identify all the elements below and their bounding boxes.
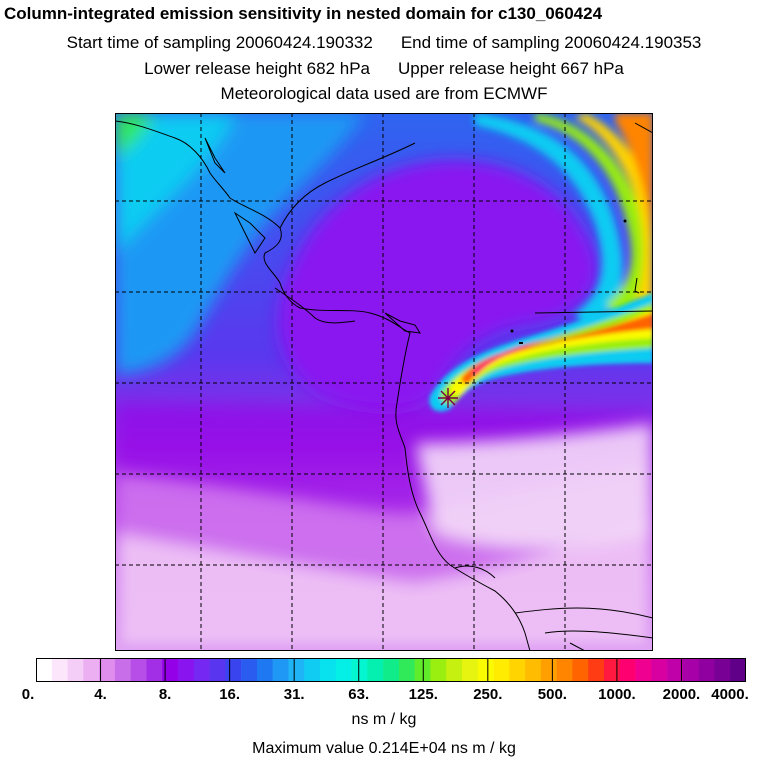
colorbar-tick-label: 2000. — [662, 686, 701, 703]
lat-lon-grid — [115, 113, 653, 651]
maximum-value: Maximum value 0.214E+04 ns m / kg — [252, 740, 516, 757]
colorbar-cell — [509, 658, 526, 682]
colorbar-tick-label: 250. — [473, 686, 503, 703]
asterisk-marker — [438, 388, 458, 408]
colorbar-cell — [351, 658, 368, 682]
colorbar-cell — [335, 658, 352, 682]
colorbar-cell — [556, 658, 573, 682]
colorbar-cell — [619, 658, 636, 682]
plume-tongue — [429, 293, 653, 412]
colorbar-cell — [430, 658, 447, 682]
colorbar-cell — [83, 658, 100, 682]
colorbar-cell — [178, 658, 195, 682]
colorbar-cell — [477, 658, 494, 682]
colorbar-tick-label: 0. — [21, 686, 35, 703]
arc-plume — [475, 113, 653, 328]
upper-release-height: Upper release height 667 hPa — [398, 59, 624, 78]
colorbar-cell — [635, 658, 652, 682]
colorbar-cell — [588, 658, 605, 682]
colorbar-cell — [67, 658, 84, 682]
colorbar-cell — [446, 658, 463, 682]
colorbar-cell — [209, 658, 226, 682]
colorbar-cell — [320, 658, 337, 682]
colorbar-cell — [682, 658, 699, 682]
met-data-source: Meteorological data used are from ECMWF — [220, 84, 548, 103]
end-time: End time of sampling 20060424.190353 — [400, 33, 702, 52]
colorbar-cell — [193, 658, 210, 682]
colorbar-cell — [146, 658, 163, 682]
colorbar-cell — [604, 658, 621, 682]
colorbar-cell — [398, 658, 415, 682]
colorbar-cell — [462, 658, 479, 682]
colorbar-cell — [493, 658, 510, 682]
map-frame — [115, 113, 653, 651]
colorbar-cell — [540, 658, 557, 682]
colorbar-cell — [36, 658, 53, 682]
colorbar-cell — [51, 658, 68, 682]
colorbar-cell — [304, 658, 321, 682]
colorbar-frame — [36, 658, 746, 682]
colorbar-cell — [525, 658, 542, 682]
colorbar-tick-label: 16. — [219, 686, 241, 703]
colorbar-cell — [572, 658, 589, 682]
colorbar-labels: 0. 4. 8. 16. 31. 63. 125. 250. 500. 1000. 2000. 400… — [0, 686, 768, 706]
colorbar — [36, 658, 746, 682]
colorbar-cell — [225, 658, 242, 682]
colorbar-cell — [651, 658, 668, 682]
coastlines — [115, 120, 653, 651]
colorbar-tick-label: 125. — [408, 686, 438, 703]
colorbar-tick-label: 1000. — [598, 686, 636, 703]
colorbar-tick-label: 31. — [283, 686, 305, 703]
colorbar-units: ns m / kg — [351, 711, 417, 728]
colorbar-cell — [730, 658, 746, 682]
colorbar-cell — [272, 658, 289, 682]
release-heights: Lower release height 682 hPa Upper releas… — [0, 59, 768, 79]
colorbar-cell — [667, 658, 684, 682]
colorbar-cell — [383, 658, 400, 682]
colorbar-cell — [241, 658, 258, 682]
colorbar-cell — [714, 658, 731, 682]
sampling-times: Start time of sampling 20060424.190332 En… — [0, 33, 768, 53]
colorbar-tick-label: 500. — [537, 686, 567, 703]
colorbar-cell — [414, 658, 431, 682]
colorbar-tick-label: 8. — [158, 686, 172, 703]
colorbar-cell — [99, 658, 116, 682]
start-time: Start time of sampling 20060424.190332 — [66, 33, 373, 52]
sensitivity-map — [115, 113, 653, 651]
colorbar-tick-label: 63. — [348, 686, 370, 703]
upper-left-high-region — [115, 113, 365, 375]
colorbar-cell — [130, 658, 147, 682]
colorbar-cells — [36, 658, 746, 682]
colorbar-cell — [698, 658, 715, 682]
islands — [510, 219, 627, 344]
colorbar-cell — [367, 658, 384, 682]
lower-release-height: Lower release height 682 hPa — [144, 59, 370, 78]
colorbar-cell — [256, 658, 273, 682]
plot-title: Column-integrated emission sensitivity i… — [4, 4, 603, 23]
colorbar-tick-label: 4. — [94, 686, 107, 703]
colorbar-tick-label: 4000. — [711, 686, 749, 703]
colorbar-cell — [288, 658, 305, 682]
colorbar-cell — [162, 658, 179, 682]
colorbar-cell — [114, 658, 131, 682]
